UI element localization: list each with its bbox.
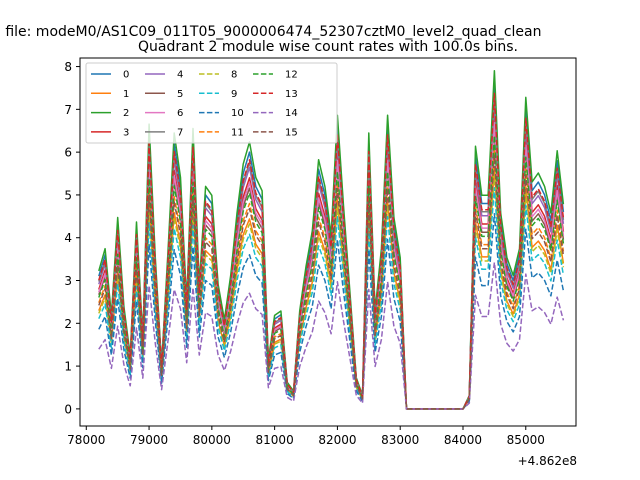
legend-label-module-1: 1 [123,89,129,100]
series-line-module-14 [98,261,565,410]
series-line-module-11 [98,147,565,410]
y-tick-label: 4 [64,231,72,245]
x-tick-label: 82000 [318,433,356,447]
x-tick-label: 83000 [381,433,419,447]
series-line-module-15 [98,154,565,410]
y-tick-label: 0 [64,402,72,416]
legend-label-module-11: 11 [231,127,244,138]
legend-label-module-8: 8 [231,70,237,81]
legend-label-module-7: 7 [177,127,183,138]
figure-suptitle: n file: modeM0/AS1C09_011T05_9000006474_… [0,24,541,40]
legend-label-module-3: 3 [123,127,129,138]
series-line-module-8 [98,173,565,410]
x-axis: 78000 79000 80000 81000 82000 83000 84000 85000 [67,426,545,447]
series-layer [98,69,565,410]
y-tick-label: 5 [64,188,72,202]
x-tick-label: 84000 [444,433,482,447]
legend-label-module-9: 9 [231,89,237,100]
legend-frame [85,62,338,144]
x-tick-label: 79000 [130,433,168,447]
x-tick-label: 81000 [256,433,294,447]
y-axis: 0 1 2 3 4 5 6 7 8 [64,60,80,416]
x-axis-offset-label: +4.862e8 [518,454,577,468]
legend-label-module-2: 2 [123,108,129,119]
plot-frame-border [79,57,577,427]
x-tick-label: 85000 [507,433,545,447]
legend-label-module-4: 4 [177,70,183,81]
y-tick-label: 1 [64,360,72,374]
legend-label-module-5: 5 [177,89,183,100]
y-tick-label: 7 [64,103,72,117]
x-tick-label: 80000 [193,433,231,447]
y-tick-label: 8 [64,60,72,74]
series-line-module-13 [98,92,565,410]
y-tick-label: 3 [64,274,72,288]
legend-label-module-14: 14 [285,108,298,119]
y-tick-label: 6 [64,146,72,160]
legend-label-module-10: 10 [231,108,244,119]
legend-label-module-0: 0 [123,70,129,81]
series-line-module-9 [98,186,565,410]
chart-title: Quadrant 2 module wise count rates with … [138,39,518,55]
legend-label-module-15: 15 [285,127,298,138]
x-tick-label: 78000 [67,433,105,447]
legend-label-module-6: 6 [177,108,183,119]
legend-label-module-13: 13 [285,89,298,100]
legend-label-module-12: 12 [285,70,298,81]
y-tick-label: 2 [64,317,72,331]
